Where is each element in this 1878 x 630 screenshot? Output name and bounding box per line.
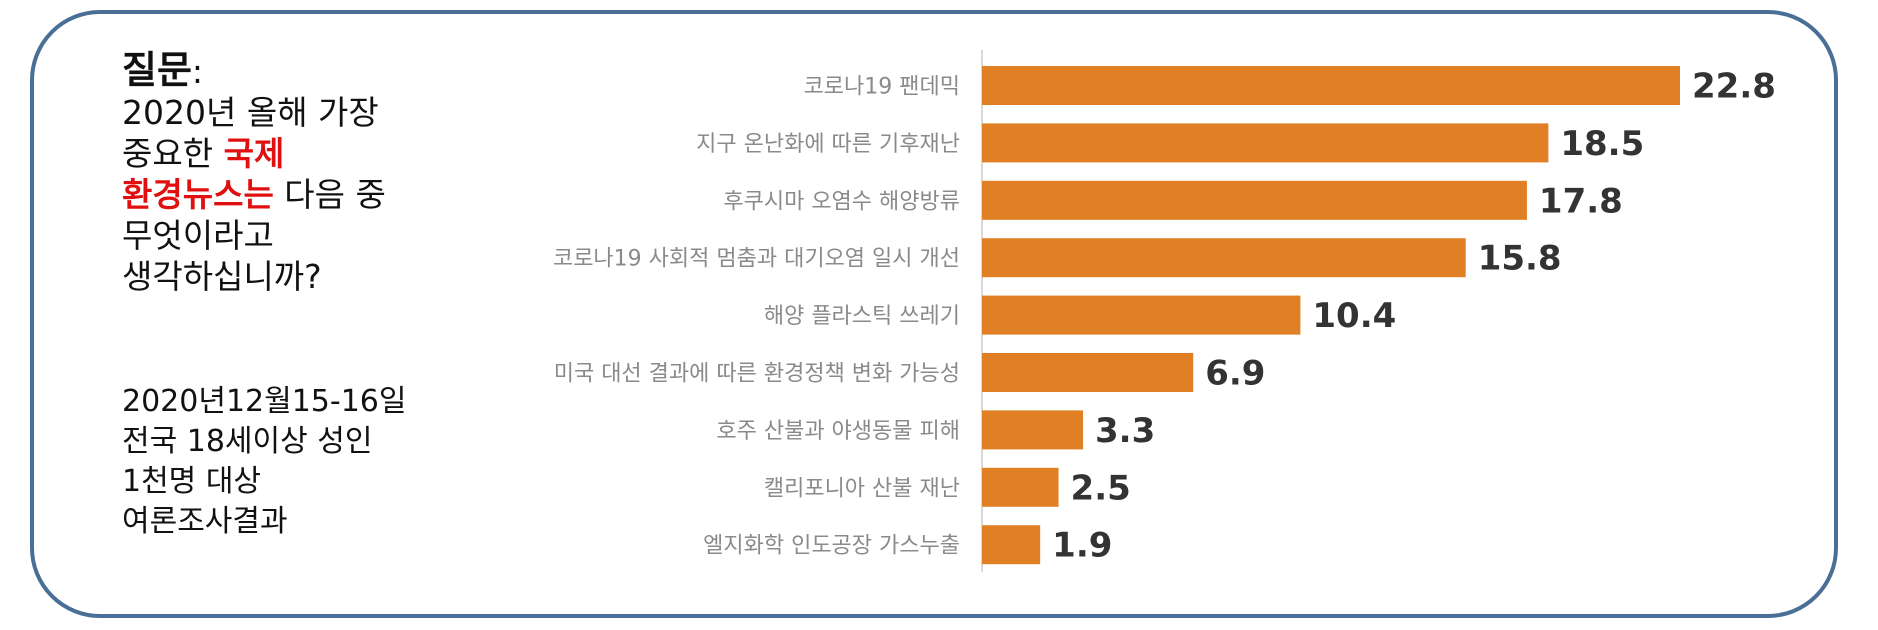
- bar-0: [982, 66, 1680, 105]
- value-label-8: 1.9: [1052, 526, 1112, 566]
- bar-4: [982, 295, 1301, 335]
- bar-6: [982, 410, 1084, 450]
- highlight-international: 국제: [223, 134, 285, 173]
- category-label-4: 해양 플라스틱 쓰레기: [764, 304, 960, 329]
- value-label-1: 18.5: [1560, 124, 1644, 164]
- bar-8: [982, 525, 1041, 565]
- value-label-6: 3.3: [1095, 411, 1155, 451]
- bar-7: [982, 467, 1059, 507]
- question-line-3: 환경뉴스는 다음 중: [122, 175, 386, 214]
- category-label-5: 미국 대선 결과에 따른 환경정책 변화 가능성: [554, 362, 960, 387]
- question-line-2: 중요한 국제: [122, 134, 285, 173]
- bar-2: [982, 180, 1527, 220]
- bar-1: [982, 123, 1549, 163]
- highlight-env-news: 환경뉴스는: [122, 175, 274, 214]
- value-label-3: 15.8: [1478, 239, 1562, 279]
- value-label-7: 2.5: [1071, 468, 1131, 508]
- category-label-0: 코로나19 팬데믹: [804, 75, 960, 100]
- question-line-1: 2020년 올해 가장: [122, 93, 379, 132]
- question-heading: 질문:: [122, 48, 204, 92]
- value-label-0: 22.8: [1692, 67, 1776, 107]
- survey-population: 전국 18세이상 성인: [122, 424, 373, 459]
- survey-info: 2020년12월15-16일 전국 18세이상 성인 1천명 대상 여론조사결과: [122, 382, 482, 542]
- question-block: 질문: 2020년 올해 가장 중요한 국제 환경뉴스는 다음 중 무엇이라고 …: [122, 50, 462, 297]
- rounded-frame: [30, 10, 1838, 618]
- bar-5: [982, 353, 1194, 392]
- value-label-2: 17.8: [1539, 181, 1623, 221]
- survey-date: 2020년12월15-16일: [122, 384, 407, 419]
- category-label-3: 코로나19 사회적 멈춤과 대기오염 일시 개선: [553, 247, 960, 272]
- category-label-6: 호주 산불과 야생동물 피해: [716, 419, 960, 444]
- value-label-4: 10.4: [1312, 296, 1396, 336]
- value-label-5: 6.9: [1205, 354, 1265, 394]
- category-label-2: 후쿠시마 오염수 해양방류: [723, 189, 960, 214]
- category-label-1: 지구 온난화에 따른 기후재난: [696, 132, 960, 157]
- survey-sample: 1천명 대상: [122, 464, 262, 499]
- category-label-8: 엘지화학 인도공장 가스누출: [703, 534, 960, 559]
- survey-type: 여론조사결과: [122, 504, 288, 539]
- question-line-5: 생각하십니까?: [122, 257, 322, 296]
- bar-3: [982, 238, 1466, 278]
- question-line-4: 무엇이라고: [122, 216, 274, 255]
- category-label-7: 캘리포니아 산불 재난: [764, 476, 960, 501]
